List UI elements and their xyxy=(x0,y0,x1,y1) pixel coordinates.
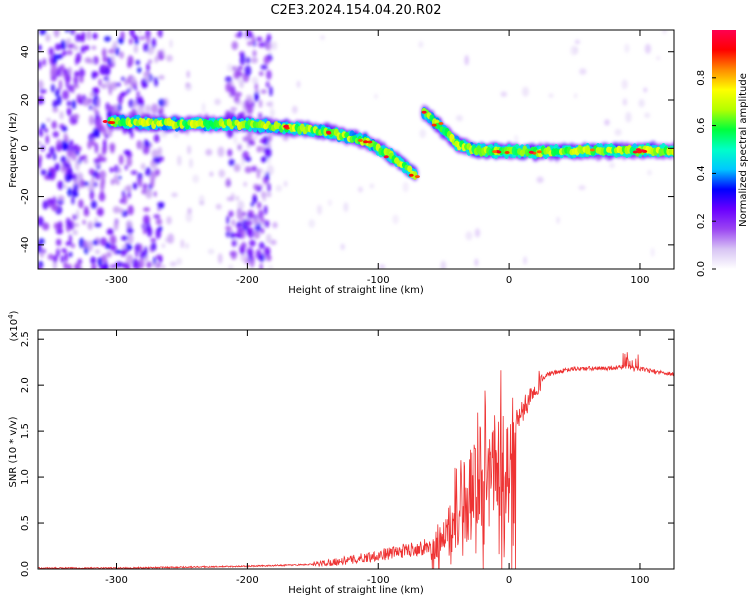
figure-title: C2E3.2024.154.04.20.R02 xyxy=(270,3,441,18)
snr-y-ticks: 0.0 0.5 1.0 1.5 2.0 2.5 xyxy=(20,331,674,577)
x-tick-label: -100 xyxy=(367,275,390,286)
colorbar-tick-label: 0.4 xyxy=(696,165,707,181)
x-tick-label: -200 xyxy=(236,275,259,286)
y-tick-label: 0 xyxy=(20,145,31,151)
colorbar-ticks: 0.0 0.2 0.4 0.6 0.8 xyxy=(696,70,716,277)
spectrogram-y-label: Frequency (Hz) xyxy=(8,112,19,188)
colorbar-label: Normalized spectral amplitude xyxy=(738,73,749,227)
x-tick-label: -200 xyxy=(236,575,259,586)
y-tick-label: 0.5 xyxy=(20,515,31,531)
y-tick-label: 0.0 xyxy=(20,561,31,577)
colorbar-tick-label: 0.6 xyxy=(696,118,707,134)
spectrogram-noise xyxy=(38,30,667,269)
colorbar: 0.0 0.2 0.4 0.6 0.8 Normalized spectral ampl… xyxy=(696,30,749,277)
snr-series-line xyxy=(38,352,674,569)
colorbar-tick-label: 0.8 xyxy=(696,70,707,86)
snr-background xyxy=(38,330,674,569)
y-tick-label: 20 xyxy=(20,94,31,107)
spectrogram-frame xyxy=(37,29,675,270)
snr-multiplier: (x104) xyxy=(7,310,20,341)
y-tick-label: 1.5 xyxy=(20,423,31,439)
colorbar-gradient xyxy=(712,30,736,269)
y-tick-label: -20 xyxy=(20,188,31,204)
svg-text:(x104): (x104) xyxy=(7,310,20,341)
y-tick-label: -40 xyxy=(20,237,31,253)
y-tick-label: 2.5 xyxy=(20,331,31,347)
spectrogram-image xyxy=(38,30,674,269)
x-tick-label: 100 xyxy=(630,575,649,586)
snr-x-ticks: -300 -200 -100 0 100 xyxy=(105,330,650,586)
snr-panel: -300 -200 -100 0 100 0.0 0.5 1.0 1.5 2.0 2.5 Heig… xyxy=(7,310,675,596)
x-tick-label: -300 xyxy=(105,275,128,286)
spectrogram-ridge xyxy=(102,104,674,182)
snr-frame xyxy=(37,329,675,570)
x-tick-label: 0 xyxy=(506,275,512,286)
y-tick-label: 1.0 xyxy=(20,469,31,485)
y-tick-label: 2.0 xyxy=(20,377,31,393)
y-tick-label: 40 xyxy=(20,45,31,58)
colorbar-tick-label: 0.2 xyxy=(696,213,707,229)
snr-multiplier-base: (x10 xyxy=(9,319,20,342)
x-tick-label: 100 xyxy=(630,275,649,286)
snr-y-label: SNR (10 * v/v) xyxy=(8,416,19,487)
spectrogram-x-label: Height of straight line (km) xyxy=(288,285,424,296)
spectrogram-y-ticks: -40 -20 0 20 40 xyxy=(20,45,674,253)
x-tick-label: 0 xyxy=(506,575,512,586)
snr-x-label: Height of straight line (km) xyxy=(288,585,424,596)
colorbar-tick-label: 0.0 xyxy=(696,261,707,277)
spectrogram-x-ticks: -300 -200 -100 0 100 xyxy=(105,30,650,286)
x-tick-label: -100 xyxy=(367,575,390,586)
x-tick-label: -300 xyxy=(105,575,128,586)
snr-multiplier-exp: 4 xyxy=(7,314,15,319)
